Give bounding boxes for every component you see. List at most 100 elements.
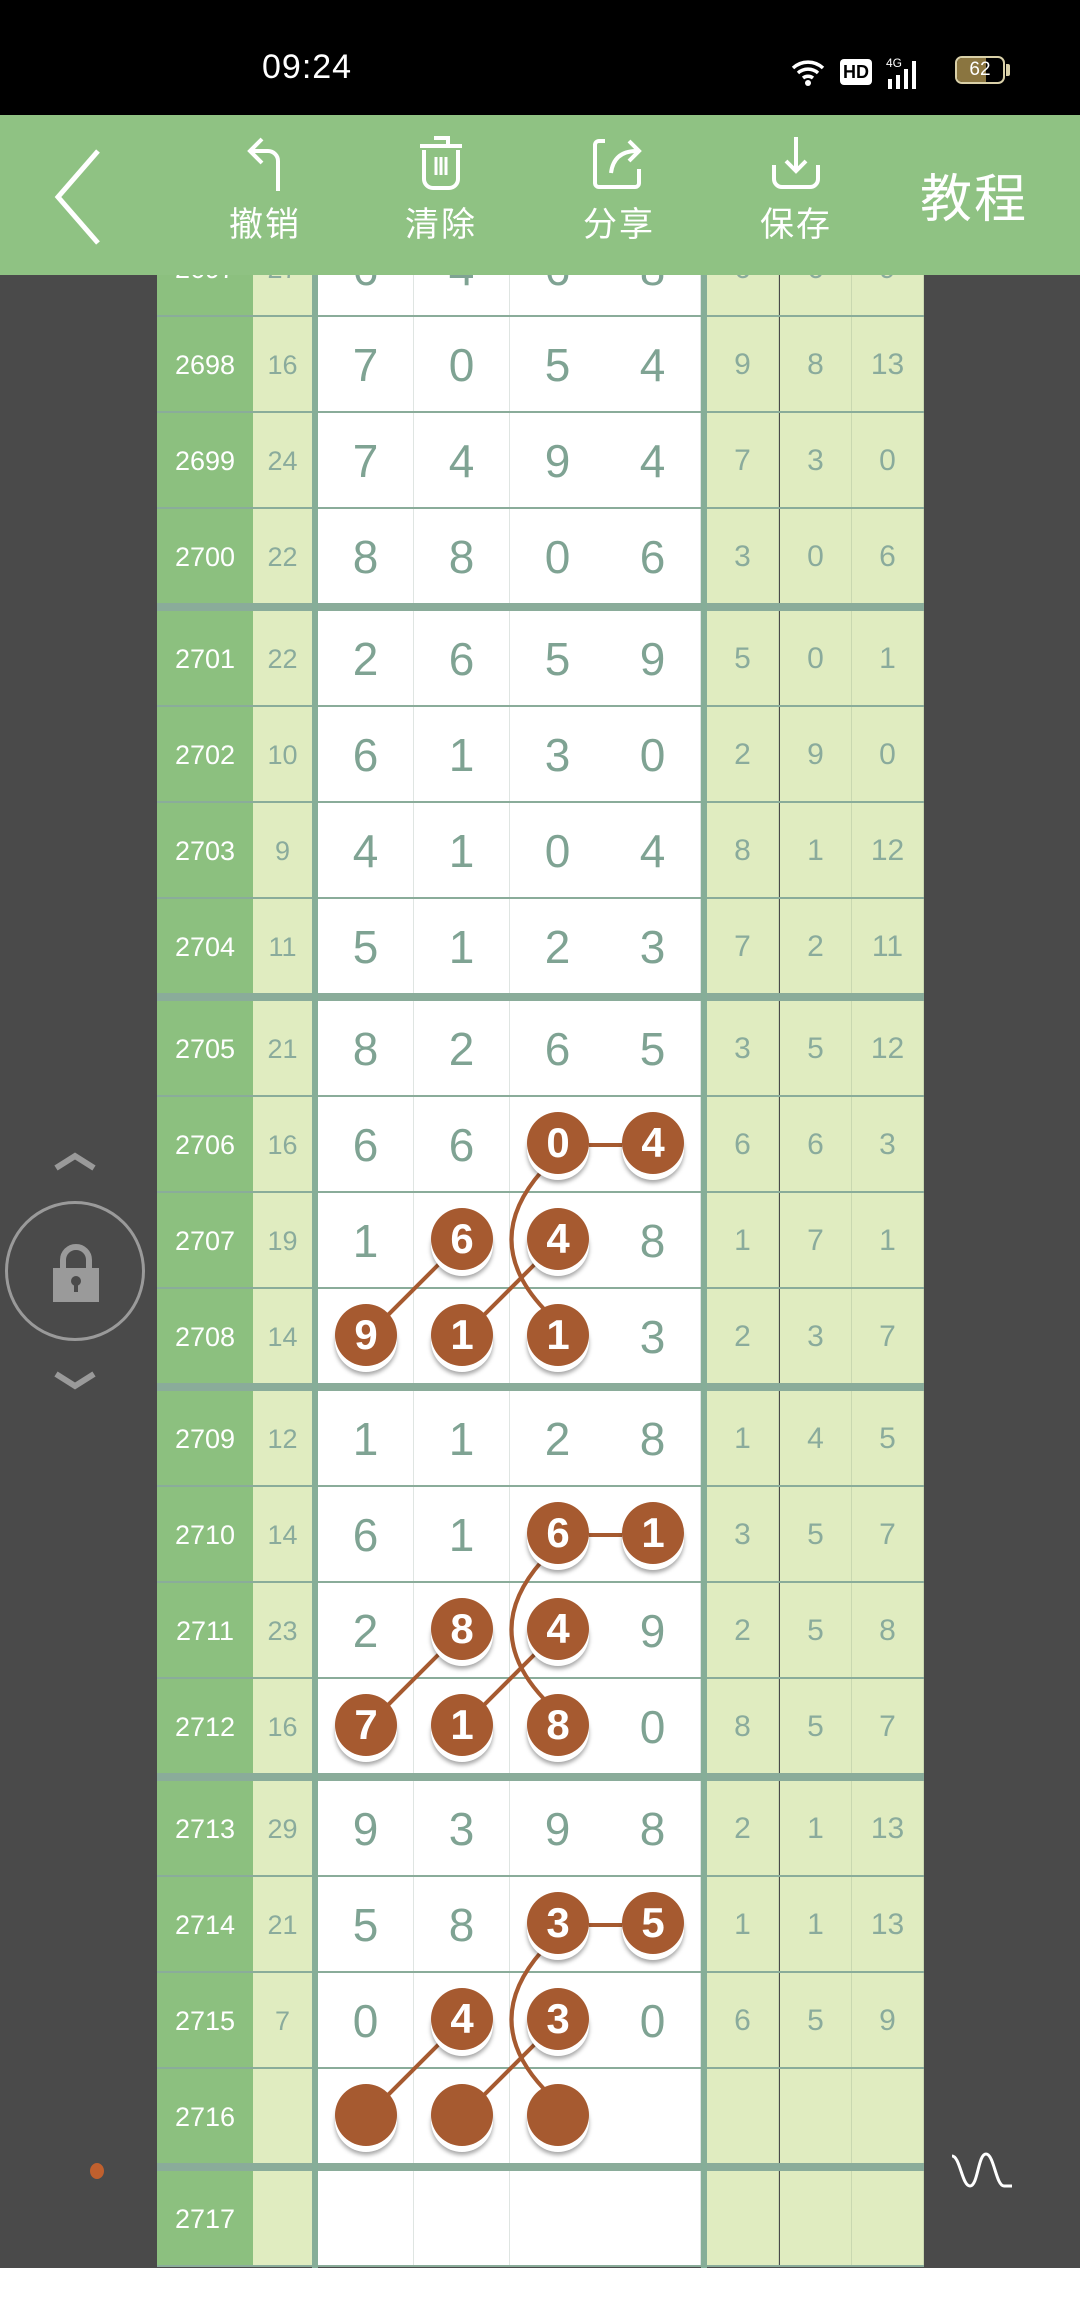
digit-cell: 8 — [605, 1193, 701, 1289]
stat-cell: 1 — [780, 803, 852, 899]
stat-cell: 2 — [707, 1289, 779, 1385]
stat-cell: 0 — [780, 509, 852, 605]
row-id: 2714 — [157, 1877, 253, 1973]
stat-cell: 7 — [707, 899, 779, 995]
digit-cell: 8 — [605, 1781, 701, 1877]
save-button[interactable]: 保存 — [736, 135, 856, 265]
undo-icon — [247, 137, 280, 191]
digit-cell: 6 — [605, 509, 701, 605]
stat-cell: 5 — [780, 1583, 852, 1679]
status-bar: 09:24 HD 4G 62 — [0, 0, 1080, 115]
stat-cell: 13 — [852, 1781, 924, 1877]
stat-cell: 2 — [707, 1583, 779, 1679]
digit-cell: 8 — [605, 275, 701, 317]
back-button[interactable] — [50, 147, 110, 247]
stat-cell — [852, 2171, 924, 2267]
digit-cell — [605, 2171, 701, 2267]
share-label: 分享 — [583, 206, 655, 244]
digit-cell: 4 — [605, 413, 701, 509]
digit-cell: 6 — [510, 1001, 606, 1097]
highlighted-digit[interactable]: 6 — [431, 1208, 493, 1270]
highlighted-digit[interactable]: 8 — [431, 1598, 493, 1660]
lock-button[interactable] — [5, 1201, 145, 1341]
row-sum: 12 — [253, 1391, 312, 1487]
digit-cell: 1 — [414, 707, 510, 803]
highlighted-digit[interactable]: 3 — [527, 1988, 589, 2050]
row-id: 2711 — [157, 1583, 253, 1679]
highlighted-digit[interactable]: 8 — [527, 1694, 589, 1756]
stat-cell: 9 — [852, 1973, 924, 2069]
stat-cell: 12 — [852, 803, 924, 899]
digit-cell — [510, 2171, 606, 2267]
group-divider — [157, 603, 924, 611]
row-id: 2700 — [157, 509, 253, 605]
highlighted-digit[interactable]: 9 — [335, 1304, 397, 1366]
digit-cell: 6 — [414, 1097, 510, 1193]
stat-cell: 3 — [707, 509, 779, 605]
digit-cell: 9 — [605, 611, 701, 707]
highlighted-digit[interactable]: 1 — [527, 1304, 589, 1366]
digit-cell: 3 — [605, 899, 701, 995]
stat-cell: 13 — [852, 1877, 924, 1973]
scroll-down-button[interactable] — [52, 1368, 98, 1397]
stat-cell: 5 — [707, 611, 779, 707]
stat-cell — [780, 2171, 852, 2267]
digit-cell: 3 — [605, 1289, 701, 1385]
share-icon — [593, 139, 642, 189]
row-sum: 14 — [253, 1289, 312, 1385]
digit-cell: 3 — [414, 1781, 510, 1877]
highlighted-digit[interactable] — [527, 2084, 589, 2146]
highlighted-digit[interactable] — [431, 2084, 493, 2146]
undo-button[interactable]: 撤销 — [205, 135, 325, 265]
digit-cell: 6 — [318, 707, 414, 803]
digit-cell: 2 — [318, 1583, 414, 1679]
highlighted-digit[interactable]: 4 — [527, 1598, 589, 1660]
highlighted-digit[interactable]: 1 — [431, 1694, 493, 1756]
row-sum: 16 — [253, 317, 312, 413]
stat-cell: 6 — [852, 509, 924, 605]
highlighted-digit[interactable]: 3 — [527, 1892, 589, 1954]
clear-button[interactable]: 清除 — [381, 135, 501, 265]
digit-cell: 4 — [605, 317, 701, 413]
digit-cell: 2 — [510, 899, 606, 995]
stat-cell: 1 — [707, 1877, 779, 1973]
highlighted-digit[interactable]: 7 — [335, 1694, 397, 1756]
scroll-up-button[interactable] — [52, 1150, 98, 1179]
digit-cell: 8 — [605, 1391, 701, 1487]
row-sum — [253, 2069, 312, 2165]
row-sum: 22 — [253, 611, 312, 707]
lock-icon — [53, 1244, 99, 1302]
stat-cell: 9 — [852, 275, 924, 317]
stat-cell: 3 — [780, 413, 852, 509]
highlighted-digit[interactable]: 1 — [622, 1502, 684, 1564]
row-id: 2708 — [157, 1289, 253, 1385]
highlighted-digit[interactable]: 1 — [431, 1304, 493, 1366]
digit-cell: 2 — [510, 1391, 606, 1487]
row-sum: 14 — [253, 1487, 312, 1583]
highlighted-digit[interactable]: 0 — [527, 1112, 589, 1174]
stat-cell: 6 — [707, 1973, 779, 2069]
highlighted-digit[interactable] — [335, 2084, 397, 2146]
highlighted-digit[interactable]: 4 — [527, 1208, 589, 1270]
row-id: 2702 — [157, 707, 253, 803]
digit-cell: 0 — [510, 803, 606, 899]
highlighted-digit[interactable]: 4 — [622, 1112, 684, 1174]
row-id: 2698 — [157, 317, 253, 413]
row-sum: 16 — [253, 1679, 312, 1775]
share-button[interactable]: 分享 — [559, 135, 679, 265]
digit-cell: 5 — [318, 1877, 414, 1973]
row-id: 2716 — [157, 2069, 253, 2165]
battery-text: 62 — [969, 59, 991, 80]
highlighted-digit[interactable]: 4 — [431, 1988, 493, 2050]
highlighted-digit[interactable]: 5 — [622, 1892, 684, 1954]
save-label: 保存 — [760, 206, 832, 244]
download-icon — [772, 137, 820, 189]
digit-cell: 8 — [318, 509, 414, 605]
digit-cell: 8 — [414, 1877, 510, 1973]
highlighted-digit[interactable]: 6 — [527, 1502, 589, 1564]
wifi-icon — [791, 60, 825, 86]
digit-cell: 9 — [510, 413, 606, 509]
wave-button[interactable] — [950, 2150, 1014, 2195]
tutorial-button[interactable]: 教程 — [920, 171, 1029, 229]
stat-cell: 3 — [707, 1487, 779, 1583]
